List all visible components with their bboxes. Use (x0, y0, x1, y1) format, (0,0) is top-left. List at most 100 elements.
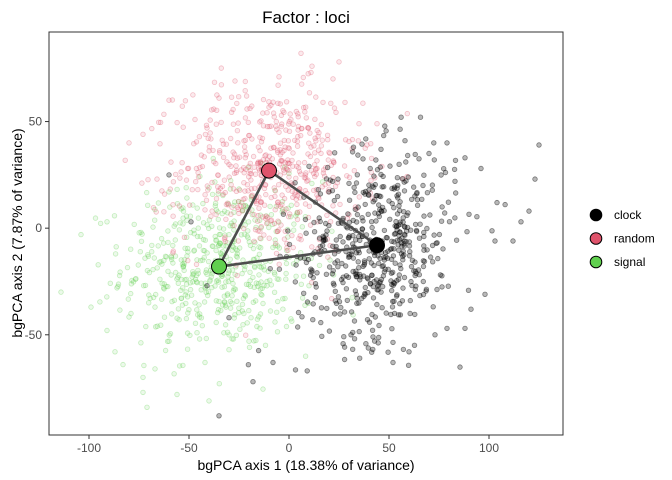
clock-point (365, 211, 371, 217)
random-point (208, 136, 214, 142)
signal-point (167, 204, 173, 210)
chart-title: Factor : loci (262, 8, 350, 27)
signal-point (205, 225, 212, 232)
clock-point (366, 319, 373, 325)
random-point (248, 171, 254, 177)
random-point (214, 184, 221, 190)
signal-point (291, 227, 297, 233)
signal-point (204, 250, 210, 256)
signal-point (149, 242, 155, 249)
signal-point (290, 261, 297, 267)
random-point (308, 279, 315, 286)
signal-point (194, 330, 200, 336)
clock-point (408, 278, 414, 285)
signal-point (236, 305, 242, 311)
signal-point (187, 213, 194, 219)
signal-point (179, 302, 186, 308)
clock-point (321, 236, 327, 243)
random-point (245, 119, 251, 126)
signal-point (78, 231, 84, 238)
clock-point (356, 249, 362, 256)
signal-point (273, 203, 279, 210)
random-point (264, 220, 270, 227)
random-point (261, 202, 268, 208)
clock-point (326, 264, 333, 270)
random-point (344, 215, 351, 221)
signal-point (267, 203, 273, 210)
signal-point (181, 262, 187, 269)
signal-point (221, 299, 228, 305)
random-point (223, 201, 230, 208)
random-point (255, 218, 261, 224)
clock-point (395, 191, 402, 197)
random-point (308, 167, 315, 174)
random-point (270, 144, 277, 150)
clock-point (330, 280, 337, 286)
random-point (268, 123, 274, 129)
signal-point (207, 277, 213, 283)
clock-point (350, 346, 356, 352)
signal-point (252, 217, 258, 223)
signal-point (232, 312, 238, 318)
clock-point (416, 235, 423, 241)
random-point (193, 165, 200, 172)
signal-point (231, 209, 237, 216)
x-tick-label: 50 (382, 441, 396, 455)
random-point (294, 143, 301, 149)
random-point (122, 157, 128, 163)
signal-point (222, 232, 228, 238)
signal-point (197, 233, 203, 240)
random-point (294, 193, 301, 199)
signal-point (251, 263, 258, 269)
clock-point (421, 229, 427, 236)
signal-point (168, 256, 175, 263)
clock-point (397, 262, 403, 268)
clock-point (329, 271, 335, 277)
clock-point (276, 266, 283, 272)
random-point (320, 170, 327, 176)
random-point (379, 163, 385, 170)
random-point (285, 160, 291, 166)
random-point (294, 216, 301, 223)
clock-point (377, 164, 383, 170)
random-point (242, 188, 248, 194)
centroid-link-clock-random (267, 169, 379, 247)
random-point (218, 119, 224, 126)
clock-point (376, 213, 382, 220)
signal-point (175, 280, 181, 286)
signal-point (142, 282, 149, 289)
clock-point (354, 219, 360, 225)
clock-point (442, 210, 448, 216)
clock-point (341, 309, 348, 315)
random-point (268, 145, 274, 151)
clock-point (338, 276, 345, 283)
clock-point (400, 285, 406, 291)
random-point (168, 159, 174, 165)
signal-point (226, 231, 232, 238)
clock-point (357, 274, 364, 280)
signal-point (242, 293, 249, 299)
clock-point (423, 288, 429, 294)
clock-point (412, 193, 418, 199)
random-point (305, 124, 311, 131)
signal-point (194, 312, 201, 318)
clock-point (345, 211, 351, 217)
clock-point (313, 284, 319, 290)
clock-point (396, 161, 402, 167)
random-point (278, 123, 284, 130)
clock-point (399, 298, 406, 304)
signal-point (258, 264, 264, 271)
signal-point (180, 263, 187, 270)
random-point (205, 187, 211, 193)
random-point (170, 248, 176, 254)
random-point (264, 123, 271, 130)
clock-point (362, 284, 368, 291)
clock-point (317, 191, 324, 197)
random-point (140, 131, 146, 137)
clock-point (389, 185, 395, 192)
random-point (204, 125, 210, 131)
signal-point (150, 266, 156, 273)
signal-point (224, 239, 231, 246)
random-point (258, 223, 264, 230)
clock-point (372, 252, 378, 259)
